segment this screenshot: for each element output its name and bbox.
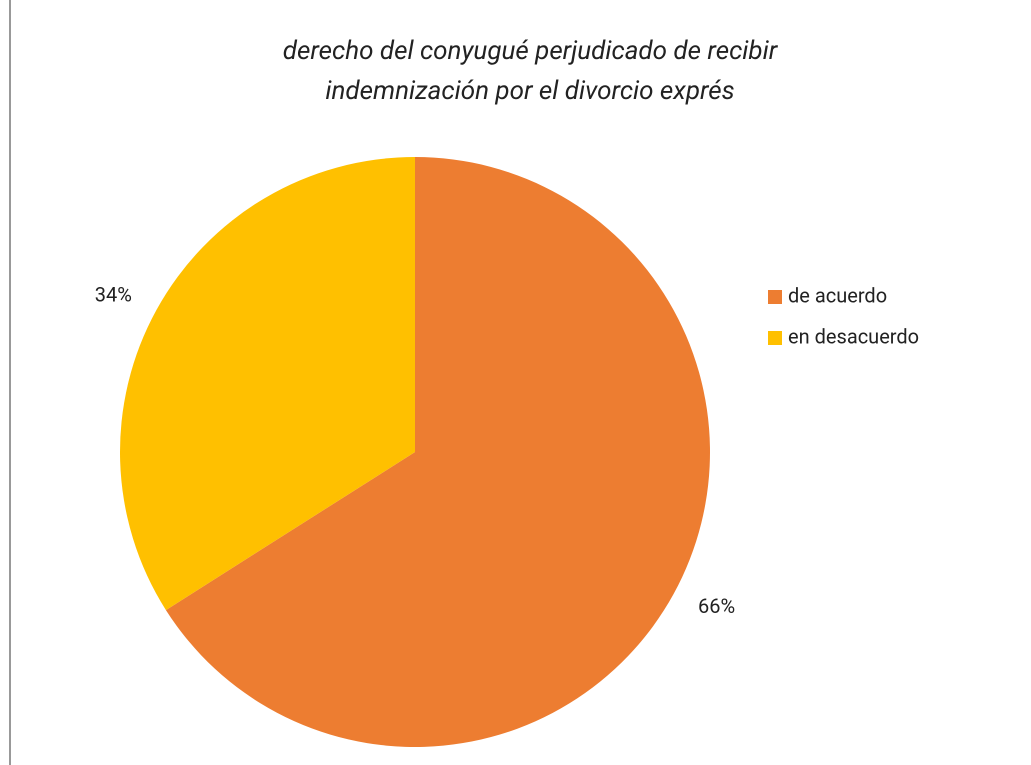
legend-swatch bbox=[768, 331, 782, 345]
pie-slice bbox=[165, 157, 710, 748]
chart-title: derecho del conyugué perjudicado de reci… bbox=[283, 36, 779, 66]
legend-label: en desacuerdo bbox=[788, 324, 919, 348]
data-label: 34% bbox=[95, 283, 132, 307]
data-label: 66% bbox=[698, 594, 735, 618]
pie-slice bbox=[119, 157, 415, 611]
legend-swatch bbox=[768, 290, 782, 304]
legend-label: de acuerdo bbox=[788, 283, 887, 307]
chart-title: indemnización por el divorcio exprés bbox=[325, 76, 734, 106]
